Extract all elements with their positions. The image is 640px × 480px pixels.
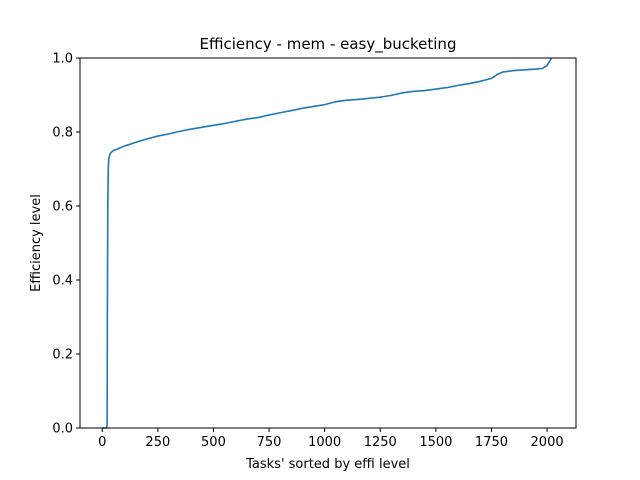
y-tick-label: 0.8 — [52, 126, 73, 141]
y-tick-label: 0.2 — [52, 348, 73, 363]
y-axis-label: Efficiency level — [29, 194, 44, 292]
x-axis: 0 250 500 750 1000 1250 1500 1750 2000 — [98, 428, 564, 450]
x-tick-label: 250 — [145, 435, 170, 450]
chart-title: Efficiency - mem - easy_bucketing — [200, 35, 457, 54]
x-tick-label: 2000 — [531, 435, 564, 450]
y-tick-label: 0.6 — [52, 200, 73, 215]
y-tick-label: 0.4 — [52, 274, 73, 289]
series-line-0 — [102, 57, 553, 429]
y-axis: 0.0 0.2 0.4 0.6 0.8 1.0 — [52, 52, 80, 437]
y-tick-label: 1.0 — [52, 52, 73, 67]
x-tick-label: 1500 — [419, 435, 452, 450]
x-tick-label: 1750 — [475, 435, 508, 450]
y-tick-label: 0.0 — [52, 422, 73, 437]
x-tick-label: 750 — [257, 435, 282, 450]
x-tick-label: 500 — [201, 435, 226, 450]
plot-frame — [79, 57, 577, 429]
x-tick-label: 1000 — [308, 435, 341, 450]
x-tick-label: 0 — [98, 435, 106, 450]
x-tick-label: 1250 — [364, 435, 397, 450]
x-axis-label: Tasks' sorted by effi level — [245, 457, 410, 472]
